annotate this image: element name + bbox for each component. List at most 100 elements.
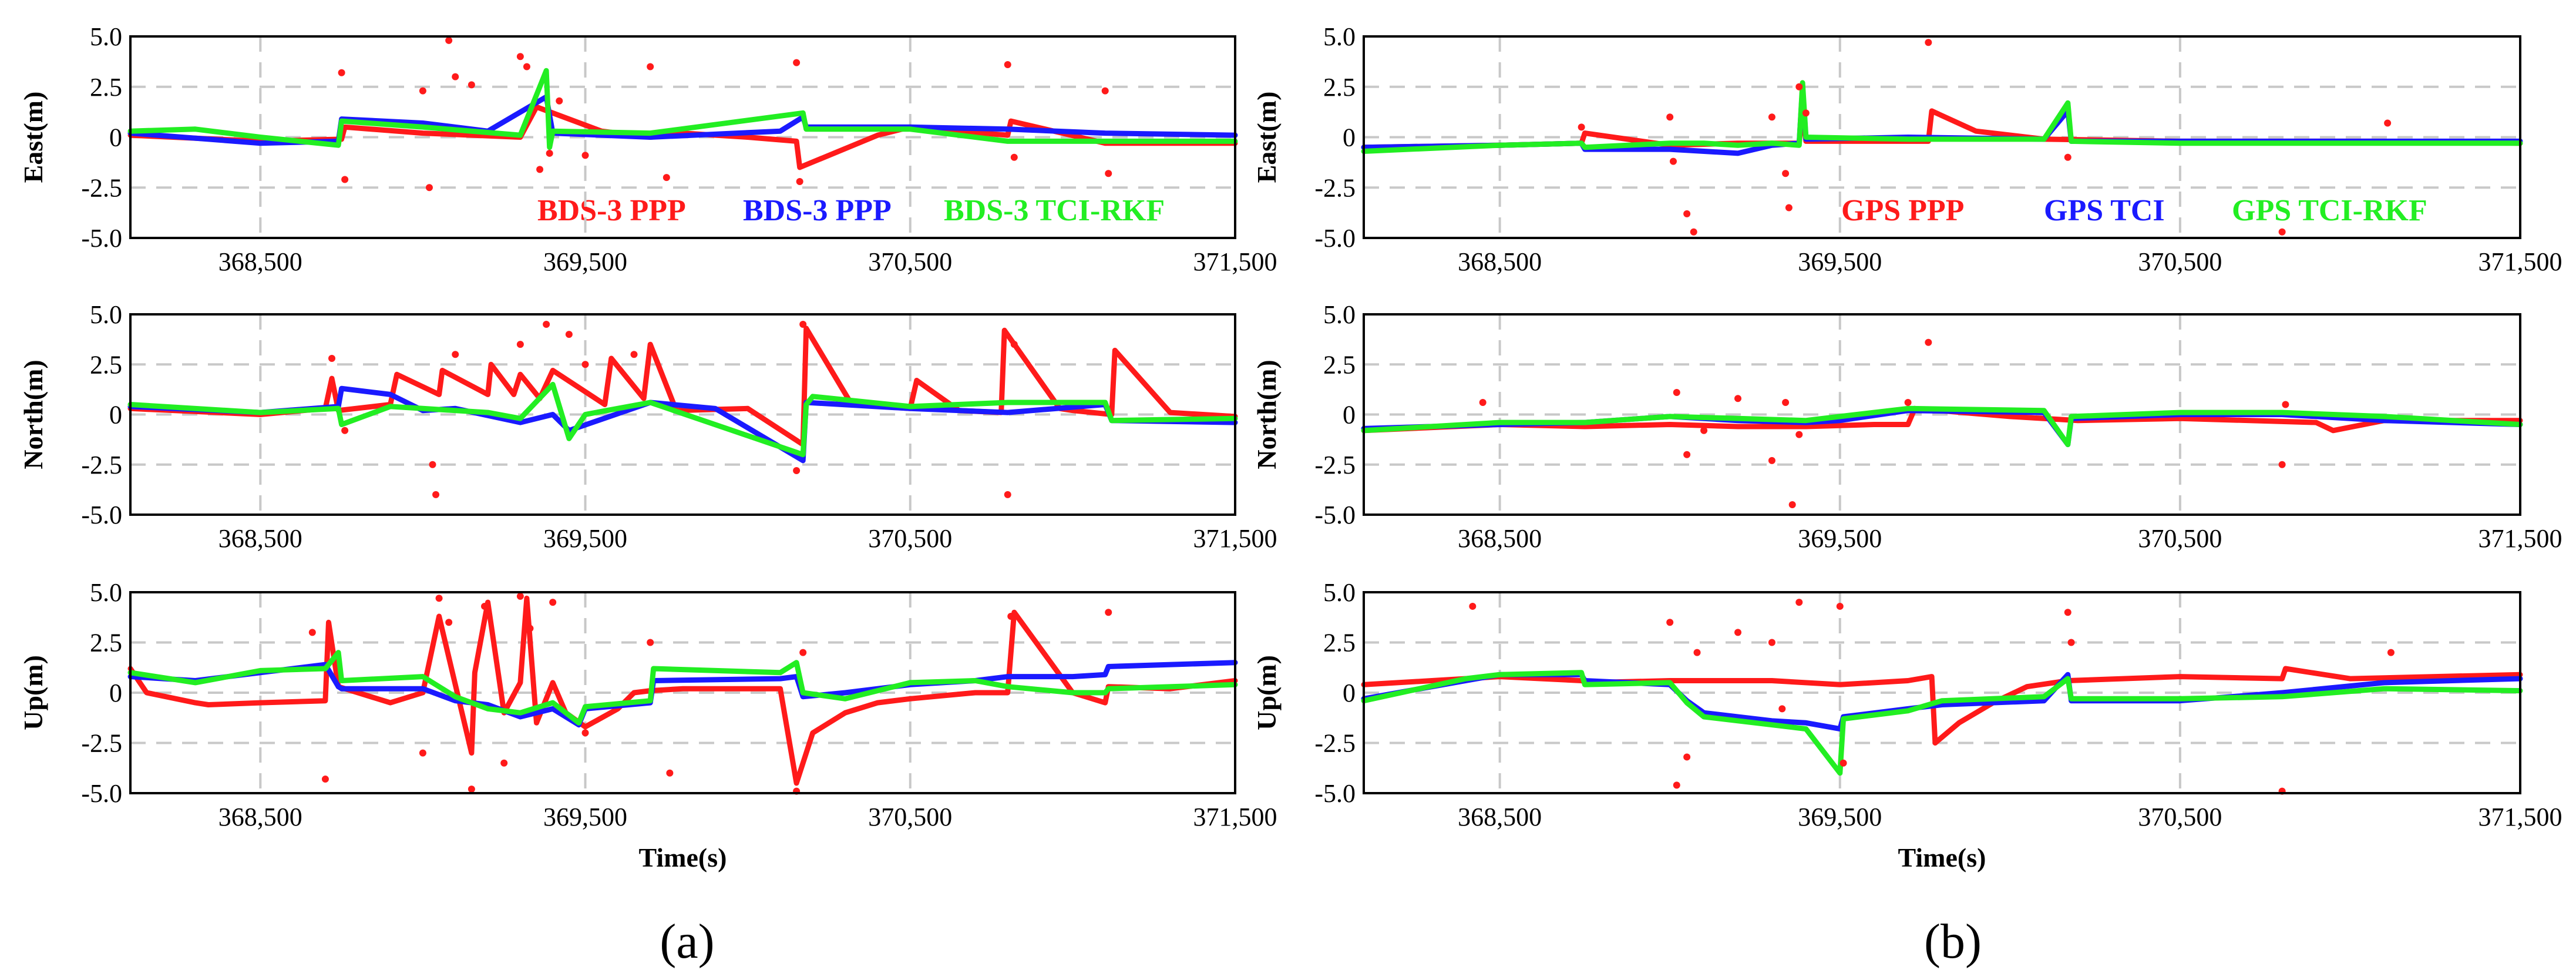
plot-a-north-series-1 bbox=[127, 385, 1238, 464]
plot-a-east-series-2 bbox=[127, 68, 1238, 150]
plot-a-north-outlier-point bbox=[565, 331, 573, 338]
plot-b-east-xtick-label: 368,500 bbox=[1458, 247, 1542, 276]
plot-a-up-outlier-point bbox=[581, 729, 589, 737]
plot-a-north-ytick-label: 5.0 bbox=[90, 300, 122, 329]
plot-b-north-outlier-point bbox=[1904, 399, 1912, 407]
plot-a-north-outlier-point bbox=[432, 491, 440, 498]
plot-b-north-outlier-point bbox=[2282, 401, 2289, 408]
plot-b-up: 5.0 2.5 0 -2.5 -5.0 368,500 369,500 370,500 371,… bbox=[1252, 578, 2562, 872]
plot-a-east-xtick-label: 370,500 bbox=[868, 247, 952, 276]
legend-a-item-3: BDS-3 TCI-RKF bbox=[944, 194, 1165, 227]
plot-b-up-ytick-label: -5.0 bbox=[1314, 779, 1356, 808]
plot-a-north-series-2 bbox=[127, 381, 1238, 458]
plot-a-up-outlier-point bbox=[445, 619, 453, 626]
plot-a-up-outlier-point bbox=[468, 786, 475, 793]
plot-a-up-outlier-point bbox=[1105, 609, 1112, 616]
plot-a-east-outlier-point bbox=[793, 59, 801, 66]
plot-a-north-outlier-point bbox=[793, 466, 801, 474]
plot-b-up-outlier-point bbox=[2387, 649, 2395, 656]
plot-a-east-ytick-label: 2.5 bbox=[90, 73, 122, 102]
plot-b-up-outlier-point bbox=[2067, 639, 2075, 646]
plot-b-north-ytick-label: 2.5 bbox=[1323, 350, 1356, 379]
legend-a-item-1: BDS-3 PPP bbox=[537, 194, 686, 227]
plot-a-up-xtick-label: 371,500 bbox=[1193, 803, 1277, 831]
plot-a-up-outlier-point bbox=[500, 759, 508, 767]
plot-a-up-frame bbox=[129, 591, 1236, 794]
plot-a-north-xtick-label: 369,500 bbox=[543, 524, 627, 553]
plot-a-east-outlier-point bbox=[536, 166, 544, 173]
plot-b-north-outlier-point bbox=[1925, 338, 1932, 346]
plot-a-up-xtick-label: 370,500 bbox=[868, 803, 952, 831]
plot-b-north-ytick-label: -5.0 bbox=[1314, 501, 1356, 529]
panel-label-b: (b) bbox=[1924, 914, 1982, 969]
plot-b-east-outlier-point bbox=[2064, 153, 2071, 161]
plot-b-north-ytick-label: 5.0 bbox=[1323, 300, 1356, 329]
plot-a-north-outlier-point bbox=[543, 321, 550, 328]
plot-b-east-xtick-label: 369,500 bbox=[1798, 247, 1882, 276]
plot-b-up-outlier-point bbox=[1734, 629, 1742, 636]
plot-a-north-xtick-label: 371,500 bbox=[1193, 524, 1277, 553]
plot-a-up-series-2 bbox=[127, 650, 1238, 726]
plot-b-up-ytick-label: 5.0 bbox=[1323, 578, 1356, 607]
plot-b-up-outlier-point bbox=[2064, 609, 2071, 616]
plot-a-north-outlier-point bbox=[328, 355, 336, 363]
plot-b-east-outlier-point bbox=[2384, 119, 2392, 127]
plot-a-east-outlier-point bbox=[445, 36, 453, 44]
plot-a-up-ytick-label: 5.0 bbox=[90, 578, 122, 607]
plot-b-north-xtick-label: 370,500 bbox=[2138, 524, 2222, 553]
plot-b-north-frame bbox=[1363, 313, 2521, 516]
plot-b-north-ylabel: North(m) bbox=[1252, 360, 1282, 469]
plot-b-east-ytick-label: -2.5 bbox=[1314, 173, 1356, 202]
plot-a-east-ytick-label: -5.0 bbox=[81, 224, 122, 253]
plot-b-north-outlier-point bbox=[1683, 451, 1691, 458]
plot-a-north-ytick-label: 2.5 bbox=[90, 350, 122, 379]
plot-b-east-outlier-point bbox=[1802, 109, 1810, 117]
plot-a-east-outlier-point bbox=[419, 87, 426, 95]
plot-b-north-xtick-label: 368,500 bbox=[1458, 524, 1542, 553]
plot-b-north-outlier-point bbox=[1788, 501, 1796, 508]
plot-a-north-outlier-point bbox=[452, 351, 459, 358]
plot-b-east-outlier-point bbox=[1785, 204, 1793, 212]
plot-a-north-outlier-point bbox=[630, 351, 638, 358]
plot-b-east-outlier-point bbox=[1669, 157, 1677, 165]
plot-a-east-outlier-point bbox=[663, 174, 670, 182]
plot-b-east-ytick-label: -5.0 bbox=[1314, 224, 1356, 253]
plot-b-east-outlier-point bbox=[1578, 123, 1585, 131]
panel-label-a: (a) bbox=[660, 914, 714, 969]
plot-a-east-outlier-point bbox=[1010, 153, 1018, 161]
plot-a-north-ytick-label: 0 bbox=[109, 401, 122, 429]
plot-b-east-outlier-point bbox=[1768, 113, 1775, 121]
plot-a-east-ytick-label: -2.5 bbox=[81, 173, 122, 202]
legend-b-item-1: GPS PPP bbox=[1841, 194, 1964, 227]
plot-a-north-outlier-point bbox=[581, 361, 589, 368]
plot-a-up-outlier-point bbox=[419, 749, 426, 757]
plot-a-east-outlier-point bbox=[425, 184, 433, 192]
plot-b-up-ytick-label: 2.5 bbox=[1323, 629, 1356, 657]
plot-b-north-series-2 bbox=[1361, 405, 2523, 448]
plot-a-north-outlier-point bbox=[1004, 491, 1011, 498]
plot-b-up-frame bbox=[1363, 591, 2521, 794]
plot-b-up-xtick-label: 370,500 bbox=[2138, 803, 2222, 831]
plot-a-north-xtick-label: 368,500 bbox=[218, 524, 302, 553]
plot-a-north-outlier-point bbox=[1010, 341, 1018, 348]
plot-b-up-outlier-point bbox=[1666, 619, 1674, 626]
plot-b-east-ytick-label: 0 bbox=[1343, 123, 1356, 152]
plot-b-up-outlier-point bbox=[1673, 781, 1680, 789]
plot-b-north-xtick-label: 371,500 bbox=[2479, 524, 2562, 553]
plot-a-east-xtick-label: 369,500 bbox=[543, 247, 627, 276]
plot-a-up-outlier-point bbox=[1007, 613, 1015, 620]
plot-a-north-outlier-point bbox=[341, 427, 349, 434]
plot-a-north-ylabel: North(m) bbox=[18, 360, 48, 469]
plot-a-north-frame bbox=[129, 313, 1236, 516]
plot-a-up-outlier-point bbox=[526, 625, 534, 632]
plot-a-north-outlier-point bbox=[799, 321, 807, 328]
plot-a-up-ytick-label: 0 bbox=[109, 679, 122, 707]
plot-b-up-xtick-label: 369,500 bbox=[1798, 803, 1882, 831]
plot-a-up-outlier-point bbox=[666, 769, 674, 777]
plot-a-east-frame bbox=[129, 35, 1236, 239]
plot-b-north-outlier-point bbox=[1734, 395, 1742, 402]
plot-a-up-ylabel: Up(m) bbox=[18, 655, 48, 730]
legend-b-item-3: GPS TCI-RKF bbox=[2232, 194, 2427, 227]
plot-b-up-ylabel: Up(m) bbox=[1252, 655, 1282, 730]
